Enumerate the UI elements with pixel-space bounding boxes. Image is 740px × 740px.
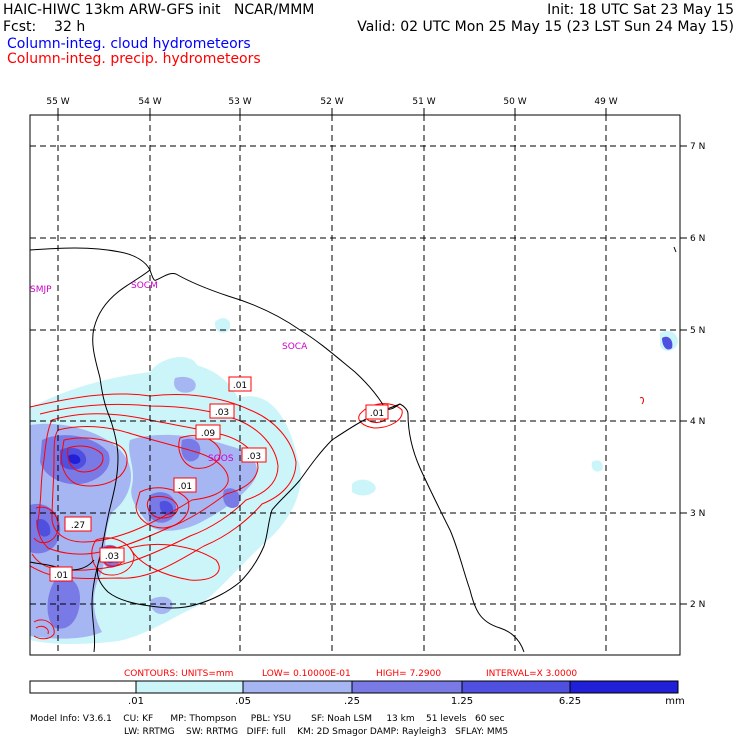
contour-labels: .01 .03 .09 .03 .01 .27 .03 .01 .01 bbox=[49, 376, 389, 582]
precip-contour bbox=[61, 437, 128, 487]
contour-label: .01 bbox=[233, 381, 247, 391]
lon-label: 49 W bbox=[594, 97, 617, 107]
model-info-footer: Model Info: V3.6.1 CU: KF MP: Thompson P… bbox=[30, 714, 508, 737]
shade-level-1 bbox=[352, 479, 376, 496]
contour-label: .01 bbox=[54, 571, 68, 581]
plot-header-valid-time: Valid: 02 UTC Mon 25 May 15 (23 LST Sun … bbox=[357, 19, 734, 35]
station-label-soca: SOCA bbox=[282, 342, 308, 352]
lat-lon-grid bbox=[30, 115, 680, 655]
contour-label: .09 bbox=[201, 429, 216, 439]
coastline bbox=[29, 247, 525, 653]
precip-contour bbox=[129, 543, 220, 581]
colorbar-segment bbox=[461, 680, 571, 694]
lat-label: 5 N bbox=[690, 326, 705, 336]
shade-level-4 bbox=[662, 336, 673, 350]
colorbar-tick: 6.25 bbox=[559, 696, 581, 707]
lon-label: 53 W bbox=[228, 97, 251, 107]
precip-contour bbox=[51, 426, 229, 543]
precip-contour bbox=[35, 625, 49, 635]
lon-label: 50 W bbox=[503, 97, 526, 107]
colorbar-tick: 1.25 bbox=[451, 696, 473, 707]
coastline bbox=[673, 246, 677, 253]
colorbar-segment bbox=[135, 680, 244, 694]
precip-contour bbox=[135, 487, 190, 529]
contour-high: HIGH= 7.2900 bbox=[376, 669, 441, 679]
precip-contour bbox=[358, 403, 403, 429]
station-label-soos: SOOS bbox=[208, 454, 234, 464]
contour-label: .03 bbox=[247, 452, 261, 462]
contour-units: CONTOURS: UNITS=mm bbox=[124, 669, 233, 679]
lon-label: 54 W bbox=[138, 97, 161, 107]
model-info-line-2: LW: RRTMG SW: RRTMG DIFF: full KM: 2D Sm… bbox=[124, 727, 508, 737]
colorbar-unit: mm bbox=[665, 696, 684, 707]
contour-label: .01 bbox=[370, 409, 384, 419]
country-border bbox=[97, 403, 401, 609]
colorbar-tick: .05 bbox=[235, 696, 251, 707]
precip-contour bbox=[91, 537, 135, 576]
contour-label: .03 bbox=[215, 408, 229, 418]
station-label-smjp: SMJP bbox=[30, 285, 52, 295]
precip-contour bbox=[146, 495, 179, 519]
colorbar bbox=[29, 680, 679, 694]
country-border bbox=[91, 269, 151, 653]
lat-label: 7 N bbox=[690, 142, 705, 152]
shade-level-3 bbox=[47, 577, 80, 629]
field-title-cloud: Column-integ. cloud hydrometeors bbox=[7, 36, 251, 52]
lat-label: 3 N bbox=[690, 509, 705, 519]
coastlines-borders bbox=[29, 246, 677, 653]
precip-contour bbox=[67, 445, 104, 473]
colorbar-tick: .25 bbox=[344, 696, 360, 707]
precip-contour bbox=[31, 403, 279, 571]
precip-contour bbox=[29, 393, 297, 579]
contour-label: .01 bbox=[178, 482, 192, 492]
shade-level-1 bbox=[214, 318, 231, 333]
lat-label: 4 N bbox=[690, 417, 705, 427]
station-labels: SMJP SOCM SOCA SOOS bbox=[30, 281, 308, 464]
station-label-socm: SOCM bbox=[131, 281, 158, 291]
plot-header-init-time: Init: 18 UTC Sat 23 May 15 bbox=[547, 2, 734, 18]
shade-level-4 bbox=[159, 500, 174, 516]
lat-label: 2 N bbox=[690, 600, 705, 610]
colorbar-tick: .01 bbox=[128, 696, 144, 707]
contour-label: .03 bbox=[105, 552, 119, 562]
colorbar-segment bbox=[569, 680, 679, 694]
contour-label: .27 bbox=[71, 521, 85, 531]
model-info-line-1: Model Info: V3.6.1 CU: KF MP: Thompson P… bbox=[30, 714, 505, 724]
lat-label: 6 N bbox=[690, 234, 705, 244]
shade-level-2 bbox=[174, 376, 196, 393]
field-title-precip: Column-integ. precip. hydrometeors bbox=[7, 51, 261, 67]
precip-contour bbox=[33, 619, 55, 640]
lon-label: 51 W bbox=[412, 97, 435, 107]
colorbar-segment bbox=[29, 680, 137, 694]
contour-interval: INTERVAL=X 3.0000 bbox=[486, 669, 577, 679]
colorbar-segment bbox=[242, 680, 353, 694]
lon-label: 55 W bbox=[46, 97, 69, 107]
colorbar-segment bbox=[351, 680, 463, 694]
cloud-shading bbox=[30, 318, 678, 645]
plot-header-forecast-hour: Fcst: 32 h bbox=[3, 19, 86, 35]
latitude-labels: 7 N 6 N 5 N 4 N 3 N 2 N bbox=[690, 142, 705, 610]
precip-contours bbox=[29, 393, 644, 640]
map-frame bbox=[29, 114, 681, 656]
axis-ticks bbox=[57, 108, 687, 605]
map-content: .01 .03 .09 .03 .01 .27 .03 .01 .01 SMJP… bbox=[29, 115, 680, 655]
shade-level-2 bbox=[150, 596, 173, 615]
precip-contour bbox=[639, 397, 644, 405]
shade-level-5 bbox=[68, 454, 81, 464]
shade-level-1 bbox=[591, 460, 603, 472]
plot-header-model: HAIC-HIWC 13km ARW-GFS init NCAR/MMM bbox=[3, 2, 315, 18]
shade-level-4 bbox=[36, 518, 51, 537]
longitude-labels: 55 W 54 W 53 W 52 W 51 W 50 W 49 W bbox=[46, 97, 617, 107]
lon-label: 52 W bbox=[320, 97, 343, 107]
contour-info: CONTOURS: UNITS=mm LOW= 0.10000E-01 HIGH… bbox=[124, 669, 577, 679]
contour-low: LOW= 0.10000E-01 bbox=[262, 669, 351, 679]
colorbar-tick-labels: .01 .05 .25 1.25 6.25 mm bbox=[128, 696, 685, 707]
